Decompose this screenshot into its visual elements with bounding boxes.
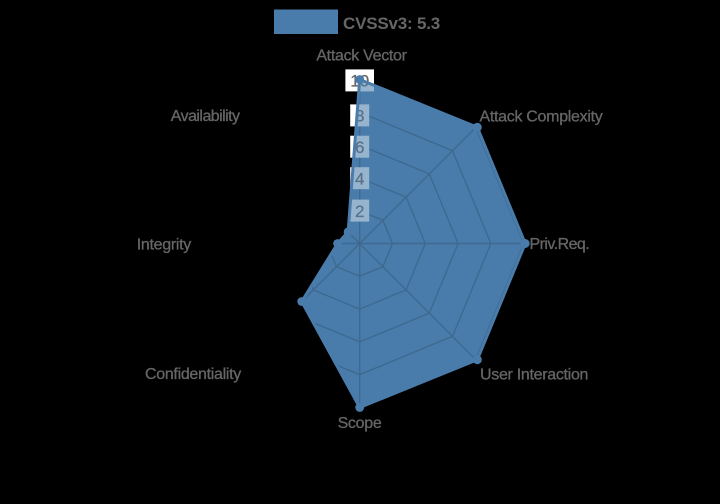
svg-text:Confidentiality: Confidentiality (145, 366, 241, 383)
svg-text:Priv.Req.: Priv.Req. (530, 236, 590, 253)
svg-text:Attack Vector: Attack Vector (316, 48, 407, 65)
svg-text:Availability: Availability (171, 108, 240, 125)
svg-text:Scope: Scope (338, 415, 382, 432)
svg-text:2: 2 (355, 202, 364, 221)
svg-text:8: 8 (355, 107, 364, 126)
svg-text:Integrity: Integrity (137, 237, 192, 254)
svg-text:CVSSv3: 5.3: CVSSv3: 5.3 (343, 14, 440, 33)
svg-text:6: 6 (355, 138, 364, 157)
svg-text:Attack Complexity: Attack Complexity (480, 109, 603, 126)
svg-text:User Interaction: User Interaction (480, 367, 588, 384)
svg-text:4: 4 (355, 169, 364, 188)
